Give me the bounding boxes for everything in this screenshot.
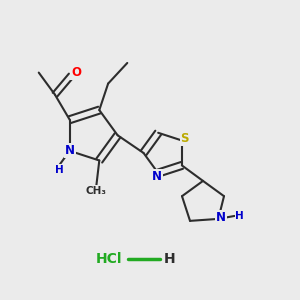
Text: CH₃: CH₃ — [86, 186, 107, 196]
Text: H: H — [236, 211, 244, 221]
Text: O: O — [71, 66, 81, 79]
Text: H: H — [55, 165, 64, 175]
Text: S: S — [181, 132, 189, 145]
Text: N: N — [152, 169, 162, 183]
Text: N: N — [216, 211, 226, 224]
Text: HCl: HCl — [95, 252, 122, 266]
Text: H: H — [163, 252, 175, 266]
Text: N: N — [65, 144, 75, 158]
